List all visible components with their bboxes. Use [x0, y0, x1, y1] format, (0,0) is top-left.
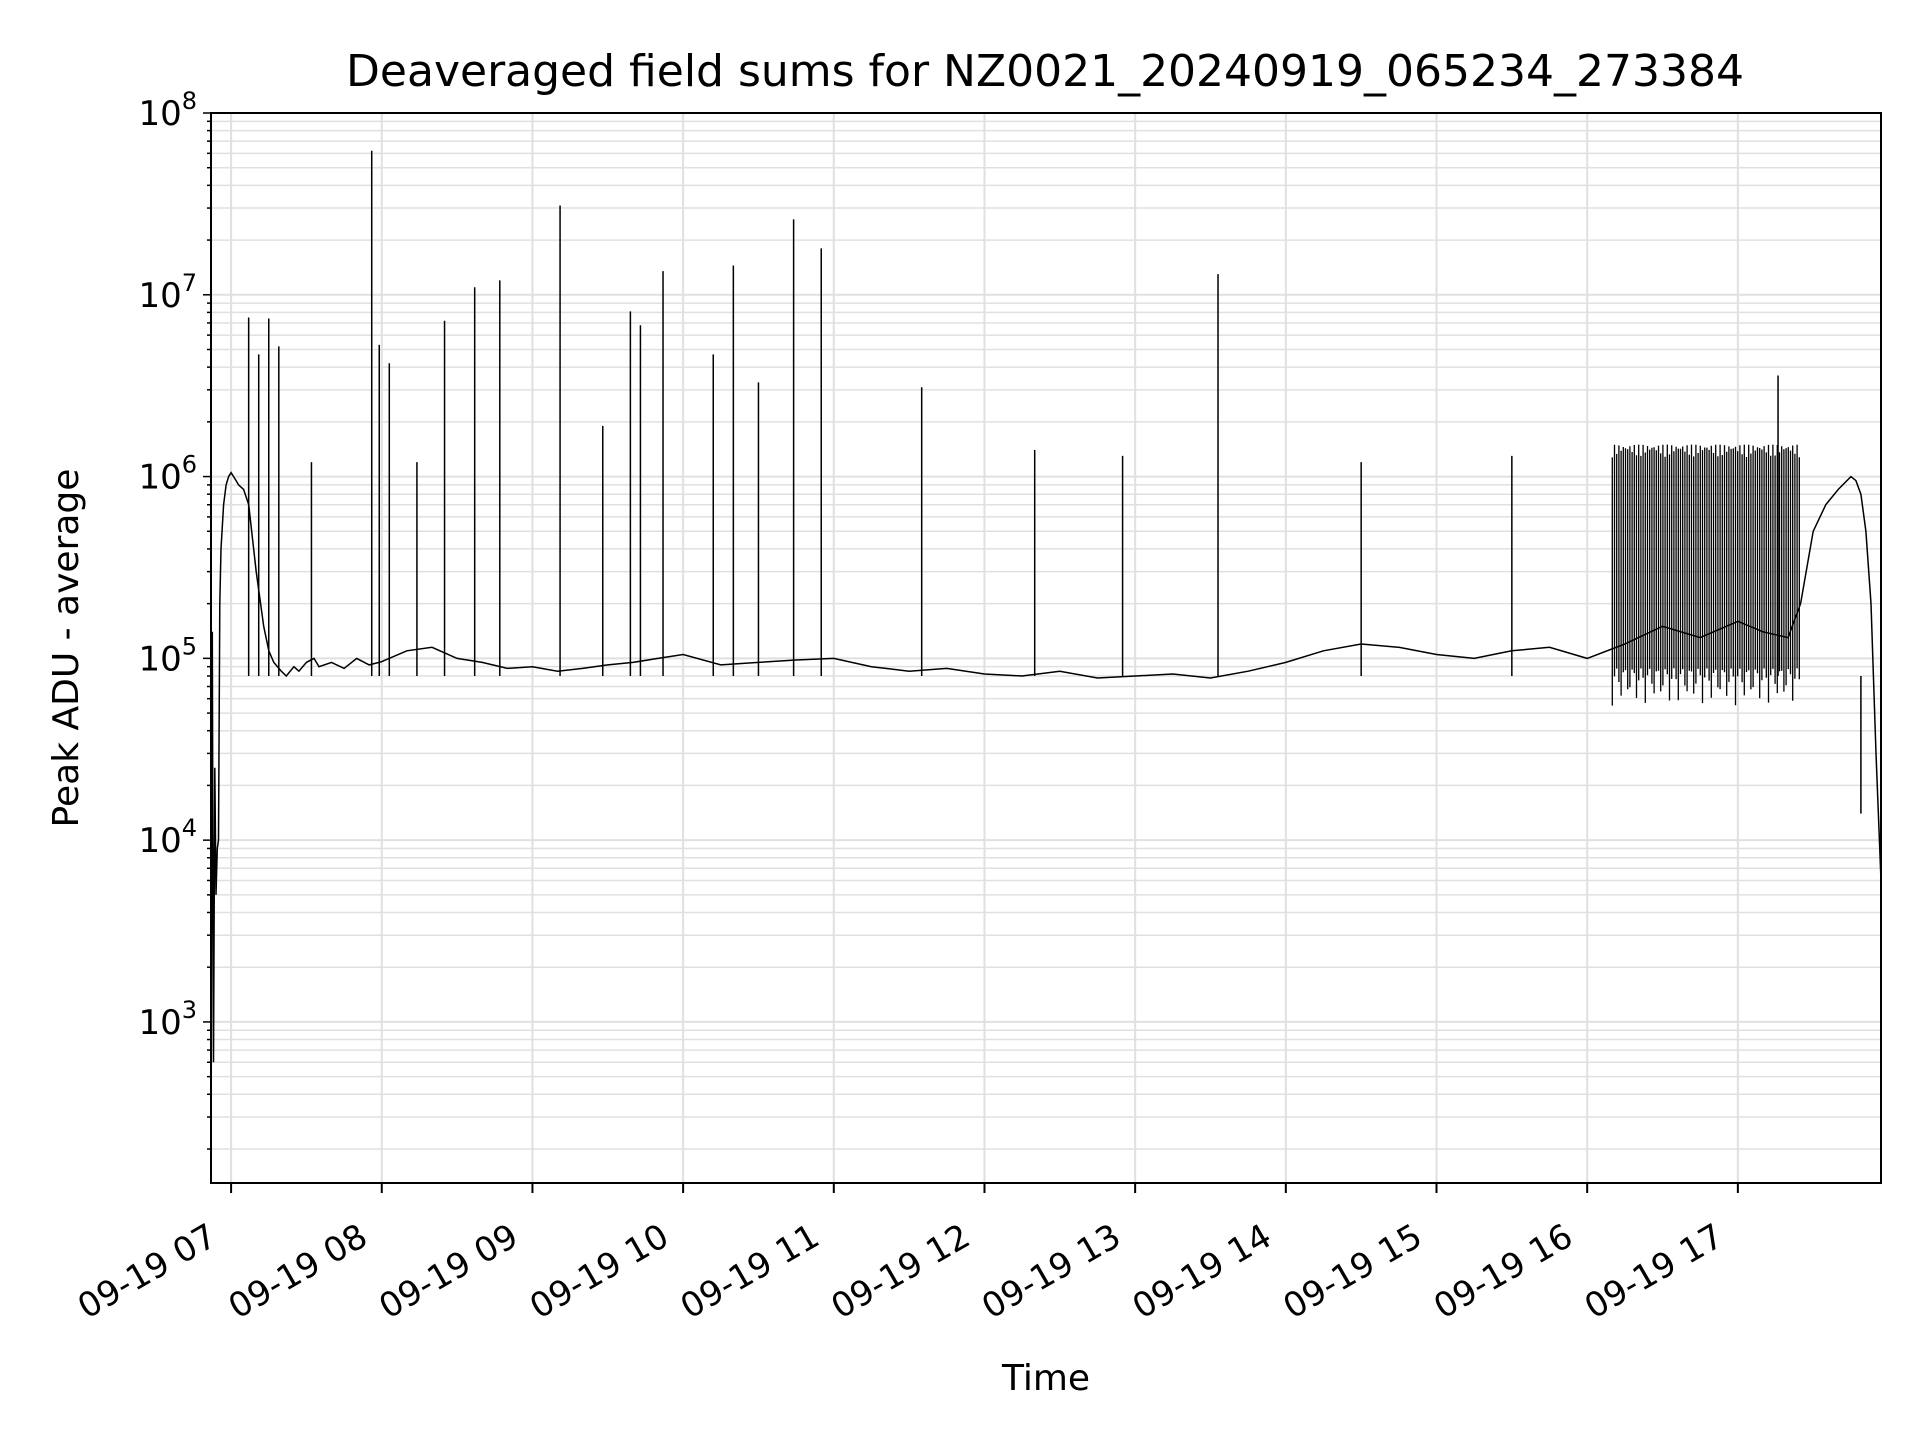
y-tick-label: 108 — [138, 87, 197, 134]
chart-title: Deaveraged field sums for NZ0021_2024091… — [346, 46, 1744, 97]
plot-area — [211, 150, 1881, 1183]
y-tick-label: 107 — [138, 269, 197, 316]
y-tick-label: 104 — [138, 814, 197, 861]
y-tick-label: 103 — [138, 996, 197, 1043]
axes-frame — [210, 112, 1882, 1184]
y-tick-label: 105 — [138, 632, 197, 679]
grid-lines — [211, 112, 1881, 1183]
y-tick-label: 106 — [138, 451, 197, 498]
y-axis-label: Peak ADU - average — [46, 469, 87, 828]
dense-band — [1611, 444, 1800, 706]
x-axis-label: Time — [1001, 1358, 1090, 1399]
